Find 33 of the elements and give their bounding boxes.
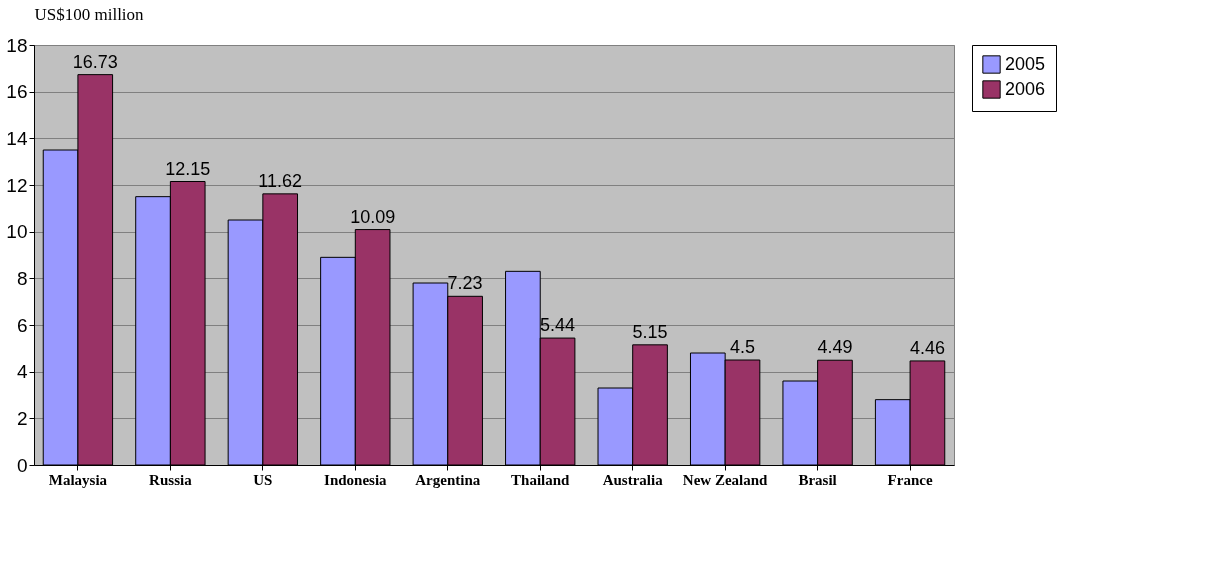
x-tick-label: Brasil [798, 471, 837, 488]
data-label: 16.73 [72, 51, 118, 72]
data-label: 5.44 [540, 315, 576, 336]
data-label: 11.62 [258, 170, 303, 191]
x-tick-label: France [887, 471, 933, 488]
y-tick-label: 18 [6, 34, 28, 56]
y-tick-label: 0 [16, 454, 28, 476]
y-tick-label: 10 [6, 221, 28, 243]
data-label: 4.49 [817, 337, 853, 358]
y-tick-label: 6 [16, 314, 28, 336]
y-tick-label: 4 [16, 361, 28, 383]
x-tick-label: Argentina [415, 471, 481, 488]
y-axis-title: US$100 million [34, 4, 145, 24]
data-label: 10.09 [350, 206, 396, 227]
x-tick-label: Russia [149, 471, 193, 488]
x-tick-label: US [253, 471, 273, 488]
data-label: 5.15 [632, 321, 668, 342]
x-tick-label: Thailand [511, 471, 571, 488]
data-label: 4.46 [909, 337, 945, 358]
y-tick-label: 2 [16, 407, 28, 429]
x-tick-label: New Zealand [682, 471, 769, 488]
data-label: 12.15 [165, 158, 211, 179]
y-tick-label: 16 [6, 81, 28, 103]
x-tick-label: Australia [602, 471, 664, 488]
y-tick-label: 12 [6, 174, 28, 196]
y-tick-label: 8 [16, 267, 28, 289]
legend-label: 2005 [1005, 53, 1046, 74]
y-tick-label: 14 [6, 127, 28, 149]
x-tick-label: Indonesia [324, 471, 388, 488]
data-label: 4.5 [729, 337, 756, 357]
legend-label: 2006 [1005, 78, 1046, 99]
x-tick-label: Malaysia [48, 471, 108, 488]
data-label: 7.23 [447, 273, 483, 294]
